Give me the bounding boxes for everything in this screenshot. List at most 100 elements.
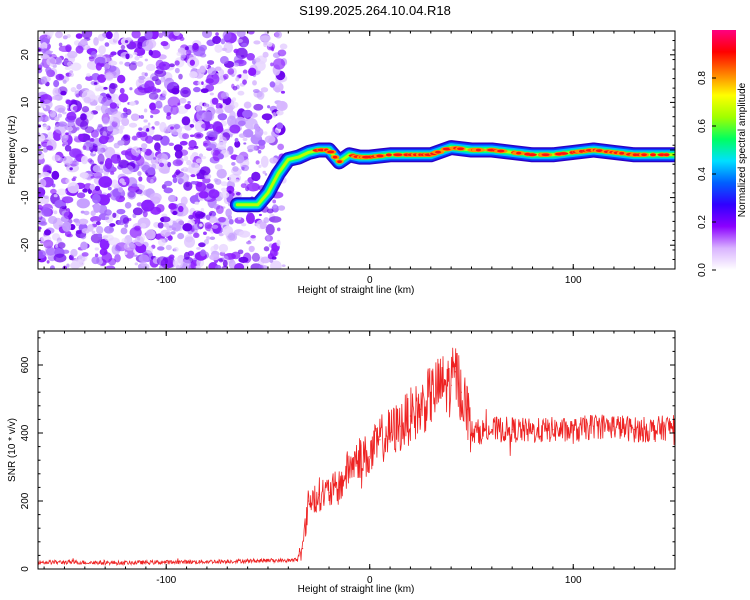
- ridge-hotspot: [332, 155, 338, 159]
- snr-point: [216, 560, 218, 563]
- noise-blob: [218, 233, 224, 237]
- noise-blob: [96, 144, 108, 153]
- noise-blob: [70, 87, 77, 93]
- noise-blob: [208, 189, 220, 199]
- spectrogram-ridge-layer: [229, 140, 675, 213]
- noise-blob: [134, 262, 139, 266]
- noise-blob: [148, 92, 159, 100]
- noise-blob: [63, 211, 73, 220]
- noise-blob: [134, 87, 148, 96]
- noise-blob: [62, 35, 68, 40]
- noise-blob: [152, 199, 160, 205]
- noise-blob: [136, 202, 143, 207]
- noise-blob: [253, 103, 264, 111]
- noise-blob: [268, 216, 282, 223]
- noise-blob: [203, 239, 209, 245]
- noise-blob: [195, 158, 203, 164]
- noise-blob: [153, 157, 157, 160]
- snr-ytick-label: 0: [20, 566, 31, 572]
- ridge-hotspot: [641, 153, 647, 157]
- noise-blob: [259, 221, 267, 230]
- noise-blob: [81, 31, 93, 39]
- noise-blob: [205, 143, 217, 150]
- snr-point: [318, 493, 320, 495]
- noise-blob: [89, 138, 94, 142]
- noise-blob: [160, 217, 165, 223]
- noise-blob: [70, 248, 78, 257]
- noise-blob: [154, 69, 167, 77]
- noise-blob: [156, 246, 165, 251]
- noise-blob: [140, 223, 147, 229]
- noise-blob: [117, 74, 126, 84]
- noise-blob: [168, 63, 175, 68]
- noise-blob: [139, 50, 145, 55]
- noise-blob: [222, 259, 228, 268]
- noise-blob: [131, 183, 138, 188]
- noise-blob: [51, 95, 60, 100]
- noise-blob: [160, 40, 169, 47]
- noise-blob: [216, 205, 224, 215]
- noise-blob: [154, 120, 160, 126]
- noise-blob: [104, 72, 114, 80]
- noise-blob: [106, 125, 114, 132]
- noise-blob: [216, 141, 227, 150]
- noise-blob: [43, 195, 49, 199]
- noise-blob: [46, 260, 50, 264]
- noise-blob: [183, 155, 189, 162]
- noise-blob: [235, 154, 245, 164]
- snr-point: [460, 391, 462, 393]
- noise-blob: [159, 95, 166, 101]
- noise-blob: [108, 60, 118, 66]
- noise-blob: [66, 263, 70, 268]
- spectrogram-xtick-label: -100: [156, 275, 176, 286]
- noise-blob: [172, 174, 177, 179]
- noise-blob: [92, 171, 103, 179]
- noise-blob: [260, 256, 271, 264]
- noise-blob: [69, 167, 73, 171]
- noise-blob: [203, 102, 209, 109]
- noise-blob: [203, 231, 207, 235]
- noise-blob: [211, 212, 217, 217]
- noise-blob: [148, 86, 157, 93]
- noise-blob: [133, 254, 138, 257]
- noise-blob: [93, 36, 99, 46]
- noise-blob: [81, 228, 90, 234]
- noise-blob: [276, 227, 281, 232]
- noise-blob: [53, 210, 58, 215]
- ridge-hotspot: [475, 148, 481, 152]
- ridge-hotspot: [595, 149, 603, 153]
- noise-blob: [62, 143, 65, 147]
- noise-blob: [112, 212, 117, 218]
- noise-blob: [220, 191, 230, 199]
- noise-blob: [91, 230, 96, 235]
- noise-blob: [42, 124, 49, 130]
- noise-blob: [38, 216, 46, 225]
- ridge-hotspot: [497, 149, 505, 153]
- noise-blob: [168, 142, 175, 146]
- noise-blob: [67, 54, 76, 64]
- noise-blob: [46, 145, 54, 151]
- noise-blob: [66, 111, 77, 121]
- noise-blob: [163, 222, 170, 228]
- noise-blob: [54, 116, 60, 122]
- noise-blob: [47, 33, 53, 39]
- noise-blob: [263, 39, 269, 46]
- noise-blob: [197, 68, 203, 74]
- noise-blob: [178, 97, 187, 104]
- noise-blob: [71, 178, 76, 182]
- noise-blob: [253, 40, 261, 45]
- snr-ytick-label: 400: [20, 424, 31, 441]
- noise-blob: [159, 162, 165, 168]
- noise-blob: [170, 126, 174, 130]
- noise-blob: [116, 100, 122, 106]
- noise-blob: [91, 193, 101, 204]
- noise-blob: [277, 49, 287, 57]
- noise-blob: [272, 82, 284, 93]
- noise-blob: [265, 223, 275, 236]
- noise-blob: [151, 75, 159, 82]
- noise-blob: [69, 72, 74, 78]
- noise-blob: [252, 80, 257, 86]
- noise-blob: [233, 62, 239, 67]
- noise-blob: [243, 142, 247, 145]
- noise-blob: [218, 243, 229, 253]
